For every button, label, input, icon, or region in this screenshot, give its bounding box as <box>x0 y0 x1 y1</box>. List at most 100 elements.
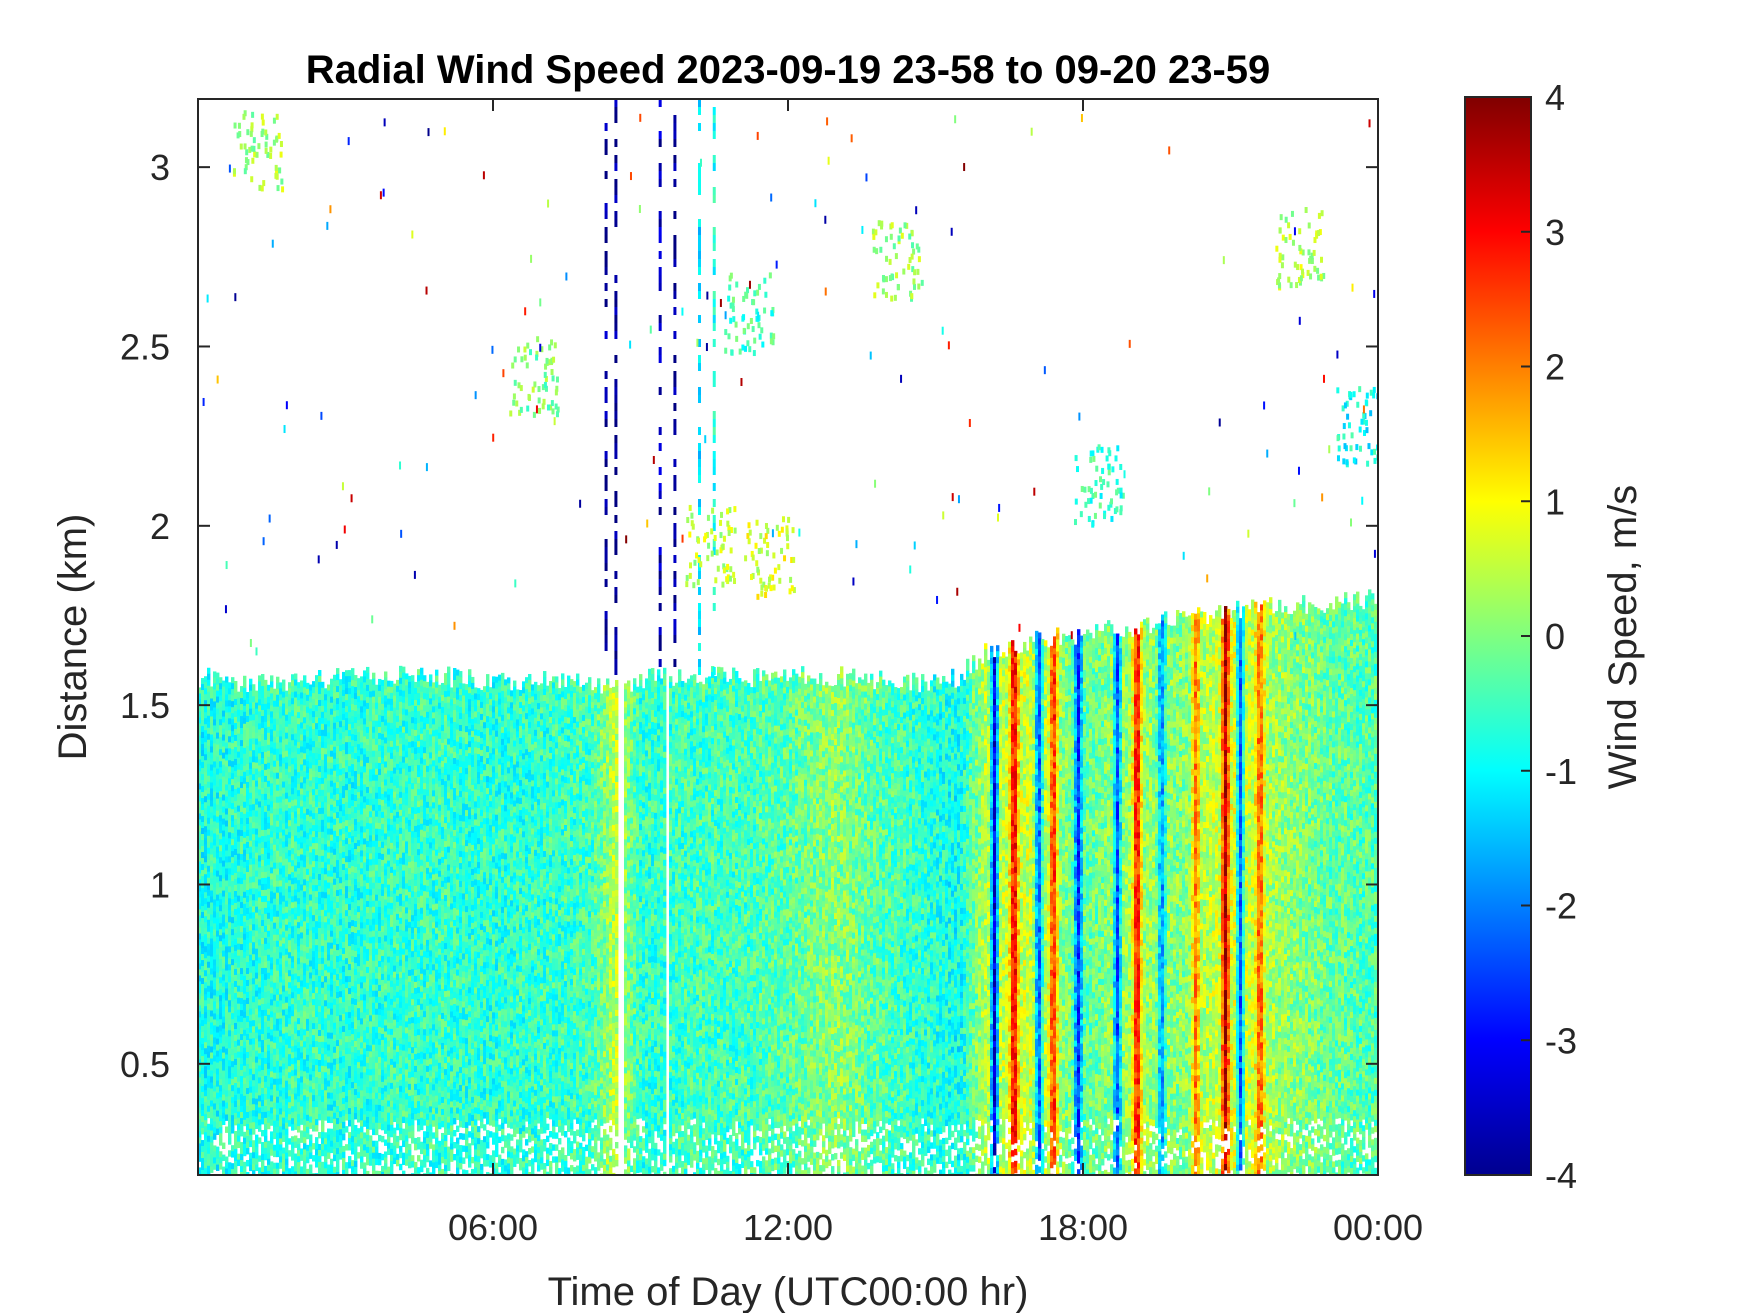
heatmap-cell <box>270 867 273 873</box>
heatmap-cell <box>285 973 288 979</box>
heatmap-cell <box>327 955 330 961</box>
heatmap-cell <box>246 722 249 728</box>
heatmap-cell <box>255 769 258 775</box>
heatmap-cell <box>282 1112 285 1118</box>
heatmap-cell <box>261 872 264 878</box>
heatmap-cell <box>366 811 369 817</box>
heatmap-cell <box>210 866 213 872</box>
heatmap-cell <box>261 746 264 752</box>
heatmap-cell <box>321 898 324 904</box>
heatmap-cell <box>213 773 216 779</box>
heatmap-cell <box>285 955 288 961</box>
heatmap-cell <box>354 723 357 729</box>
heatmap-cell <box>285 1093 288 1099</box>
heatmap-cell <box>330 907 333 913</box>
heatmap-cell <box>243 1018 246 1024</box>
heatmap-cell <box>315 1035 318 1041</box>
heatmap-cell <box>351 1088 354 1094</box>
heatmap-cell <box>219 779 222 785</box>
heatmap-cell <box>204 1066 207 1072</box>
heatmap-cell <box>234 855 237 861</box>
heatmap-cell <box>327 1147 330 1153</box>
heatmap-cell <box>291 1136 294 1142</box>
heatmap-cell <box>234 801 237 807</box>
heatmap-cell <box>216 853 219 859</box>
heatmap-cell <box>234 723 237 729</box>
heatmap-cell <box>303 861 306 867</box>
heatmap-cell <box>381 932 384 938</box>
heatmap-cell <box>201 1044 204 1050</box>
heatmap-cell <box>231 797 234 803</box>
heatmap-cell <box>264 770 267 776</box>
heatmap-cell <box>234 717 237 723</box>
heatmap-cell <box>276 1043 279 1049</box>
heatmap-cell <box>291 1040 294 1046</box>
heatmap-cell <box>273 1115 276 1121</box>
heatmap-cell <box>372 739 375 745</box>
heatmap-cell <box>330 763 333 769</box>
heatmap-cell <box>348 718 351 724</box>
heatmap-cell <box>315 675 318 681</box>
heatmap-cell <box>303 939 306 945</box>
heatmap-cell <box>231 1055 234 1061</box>
heatmap-cell <box>372 967 375 973</box>
heatmap-cell <box>276 923 279 929</box>
heatmap-cell <box>306 785 309 791</box>
heatmap-cell <box>378 913 381 919</box>
heatmap-cell <box>270 909 273 915</box>
heatmap-cell <box>375 1027 378 1033</box>
heatmap-cell <box>330 895 333 901</box>
heatmap-cell <box>312 783 315 789</box>
heatmap-cell <box>291 740 294 746</box>
heatmap-cell <box>300 1082 303 1088</box>
heatmap-cell <box>360 1018 363 1024</box>
heatmap-cell <box>291 926 294 932</box>
heatmap-cell <box>381 692 384 698</box>
heatmap-cell <box>297 814 300 820</box>
heatmap-cell <box>210 980 213 986</box>
heatmap-cell <box>288 976 291 982</box>
heatmap-cell <box>225 718 228 724</box>
heatmap-cell <box>273 839 276 845</box>
heatmap-cell <box>339 901 342 907</box>
heatmap-cell <box>249 1009 252 1015</box>
heatmap-cell <box>273 1001 276 1007</box>
heatmap-cell <box>261 788 264 794</box>
heatmap-cell <box>234 783 237 789</box>
heatmap-cell <box>210 1082 213 1088</box>
heatmap-cell <box>309 1056 312 1062</box>
heatmap-cell <box>201 1068 204 1074</box>
heatmap-cell <box>246 878 249 884</box>
heatmap-cell <box>348 682 351 688</box>
heatmap-cell <box>363 1120 366 1126</box>
heatmap-cell <box>363 796 366 802</box>
heatmap-cell <box>366 721 369 727</box>
heatmap-cell <box>318 778 321 784</box>
heatmap-cell <box>210 944 213 950</box>
heatmap-cell <box>240 728 243 734</box>
heatmap-cell <box>240 962 243 968</box>
heatmap-cell <box>312 903 315 909</box>
heatmap-cell <box>237 1022 240 1028</box>
heatmap-cell <box>246 866 249 872</box>
heatmap-cell <box>300 680 303 686</box>
chart-title: Radial Wind Speed 2023-09-19 23-58 to 09… <box>306 48 1271 92</box>
heatmap-cell <box>216 811 219 817</box>
heatmap-cell <box>363 754 366 760</box>
heatmap-cell <box>300 704 303 710</box>
heatmap-cell <box>276 1109 279 1115</box>
heatmap-cell <box>273 803 276 809</box>
heatmap-cell <box>210 1022 213 1028</box>
heatmap-cell <box>324 1078 327 1084</box>
heatmap-cell <box>237 986 240 992</box>
heatmap-cell <box>309 846 312 852</box>
heatmap-cell <box>282 986 285 992</box>
heatmap-cell <box>264 836 267 842</box>
heatmap-cell <box>348 1066 351 1072</box>
heatmap-cell <box>237 818 240 824</box>
heatmap-cell <box>210 1016 213 1022</box>
heatmap-cell <box>216 691 219 697</box>
heatmap-cell <box>348 988 351 994</box>
heatmap-cell <box>339 691 342 697</box>
heatmap-cell <box>297 1168 300 1174</box>
